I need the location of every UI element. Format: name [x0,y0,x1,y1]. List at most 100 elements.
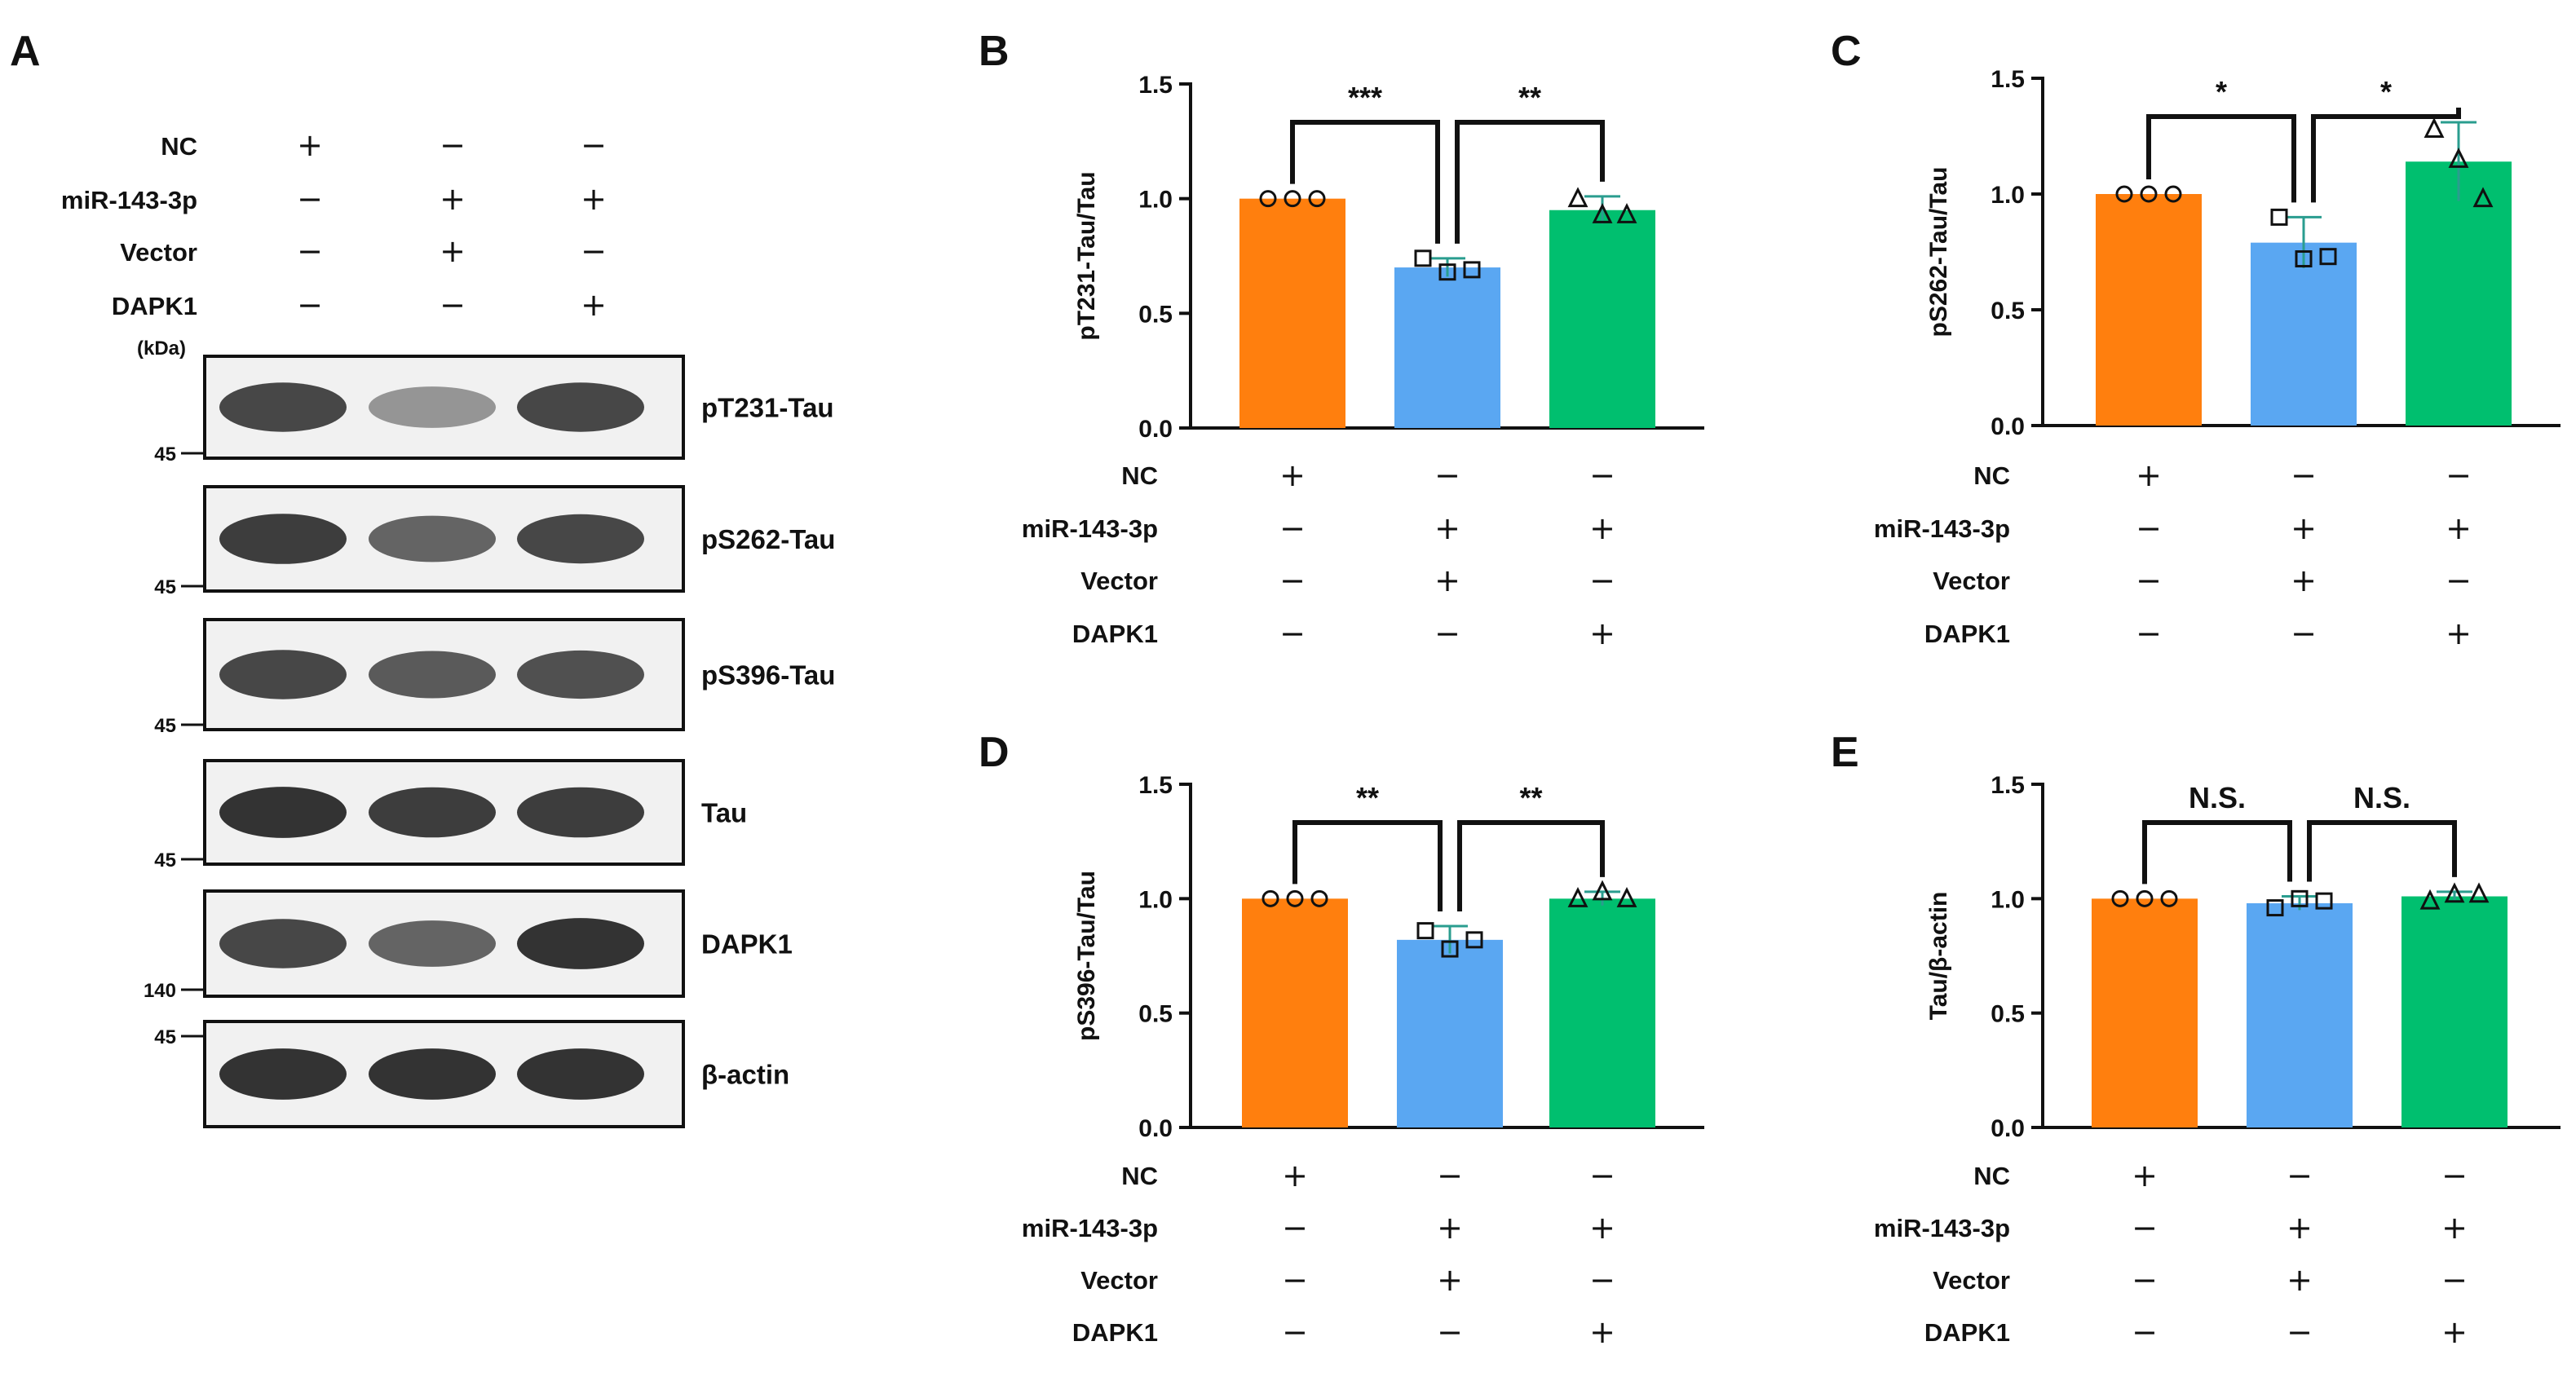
condition-label-dapk1: DAPK1 [1924,1318,2010,1347]
blot-lane-band [219,650,347,699]
bar-nc [2096,194,2202,426]
condition-sign: − [440,127,466,163]
y-axis-label-d: pS396-Tau/Tau [1073,871,1100,1041]
marker-label: 140 [144,980,176,1002]
blot-label-tau: Tau [701,798,747,828]
blot-lane-band [369,515,496,563]
y-tick-label: 1.5 [1991,66,2025,93]
bar-nc [2092,898,2198,1127]
blot-lane-band [369,1048,496,1100]
condition-sign: + [1437,1262,1463,1298]
condition-sign: − [1434,457,1460,493]
panel-letter-b: B [979,28,1010,75]
condition-sign: − [1282,1262,1308,1298]
data-point [2111,889,2129,907]
condition-sign: − [2291,457,2317,493]
data-point [2140,185,2158,203]
data-point [2115,185,2133,203]
condition-sign: + [2441,1314,2468,1350]
data-point [1616,203,1637,223]
data-point [2266,899,2284,917]
bar-nc [1242,898,1348,1127]
y-tick-label: 1.5 [1991,772,2025,799]
condition-sign: + [440,233,466,269]
bar-mir-143-3p-dapk1 [1549,210,1655,428]
data-point [1567,886,1588,907]
blot-band-actin: β-actin 45 [154,1020,789,1128]
condition-sign: − [1279,615,1306,651]
condition-label-dapk1: DAPK1 [1072,1318,1158,1347]
panel-letter-c: C [1831,28,1862,75]
chart-panel-d: 0.0 0.5 1.0 1.5 pS396-Tau/Tau ** ** NC + − − miR-14… [1022,772,1704,1350]
y-tick-label: 1.5 [1138,772,1173,799]
condition-sign: − [581,127,607,163]
data-point [1308,190,1326,208]
chart-panel-e: 0.0 0.5 1.0 1.5 Tau/β-actin N.S. N.S. NC + − − miR-… [1874,772,2561,1350]
condition-sign: − [1589,457,1615,493]
blot-lane-band [517,918,644,969]
y-axis-label-e: Tau/β-actin [1925,892,1952,1021]
y-tick-label: 0.5 [1138,301,1173,328]
y-tick-label: 0.5 [1991,1001,2025,1028]
condition-sign: − [1282,1210,1308,1246]
condition-sign: − [297,287,323,323]
condition-sign: − [2136,563,2162,598]
y-tick-label: 0.5 [1991,298,2025,324]
data-point [2270,208,2288,226]
condition-label-dapk1: DAPK1 [1072,620,1158,648]
condition-sign: + [2441,1210,2468,1246]
blot-band-ps262-tau: pS262-Tau 45 [154,485,835,598]
data-point [1592,203,1613,223]
condition-sign: + [1282,1158,1308,1193]
blot-lane-band [517,382,644,432]
data-point [1567,187,1588,208]
data-point [1465,931,1483,949]
data-point [2448,148,2469,168]
condition-label-dapk1: DAPK1 [1924,620,2010,648]
condition-sign: + [2136,457,2162,493]
marker-label: 45 [154,849,176,871]
significance-label: ** [1356,781,1379,814]
bar-mir-143-3p-vector [1394,267,1500,428]
condition-sign: − [1437,1314,1463,1350]
condition-label-mir-143-3p: miR-143-3p [1022,1214,1158,1242]
blot-lane-band [219,382,347,432]
data-point [2472,187,2494,208]
condition-sign: + [2291,510,2317,546]
significance-bracket [1457,820,1605,912]
panel-letter-e: E [1831,729,1859,776]
y-tick-label: 0.0 [1991,413,2025,440]
blot-band-group: pT231-Tau 45 pS262-Tau 45 pS396-Tau 45 Tau 45 DA… [144,355,835,1128]
bar-mir-143-3p-vector [1397,939,1503,1127]
marker-label: 45 [154,1026,176,1048]
bar-nc [1239,198,1345,428]
y-tick-label: 0.0 [1138,1115,1173,1142]
blot-lane-band [517,650,644,699]
condition-sign: + [2287,1262,2313,1298]
condition-sign: − [1589,1262,1615,1298]
blot-label-pt231-tau: pT231-Tau [701,393,834,423]
condition-sign: − [1282,1314,1308,1350]
data-point [1414,249,1432,267]
condition-sign: + [1279,457,1306,493]
y-tick-label: 0.0 [1138,416,1173,443]
data-point [2160,889,2178,907]
blot-lane-band [219,787,347,838]
y-tick-label: 1.0 [1138,187,1173,214]
bar-mir-143-3p-vector [2247,902,2353,1127]
condition-sign: − [1437,1158,1463,1193]
data-point [2419,889,2441,910]
data-point [1592,880,1613,901]
condition-sign: − [2291,615,2317,651]
significance-label: * [2216,75,2227,108]
data-point [2164,185,2182,203]
y-axis-label-c: pS262-Tau/Tau [1925,167,1952,338]
panel-letter-a: A [10,28,41,75]
condition-sign: + [2291,563,2317,598]
condition-sign: − [2287,1158,2313,1193]
blot-band-tau: Tau 45 [154,759,747,871]
condition-sign: − [1589,563,1615,598]
condition-label-mir-143-3p: miR-143-3p [1874,514,2010,543]
data-point [2136,889,2154,907]
